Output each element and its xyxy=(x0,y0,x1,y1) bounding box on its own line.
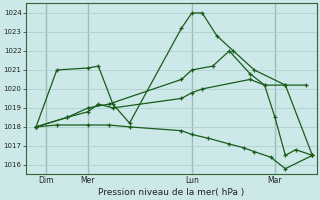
X-axis label: Pression niveau de la mer( hPa ): Pression niveau de la mer( hPa ) xyxy=(98,188,244,197)
